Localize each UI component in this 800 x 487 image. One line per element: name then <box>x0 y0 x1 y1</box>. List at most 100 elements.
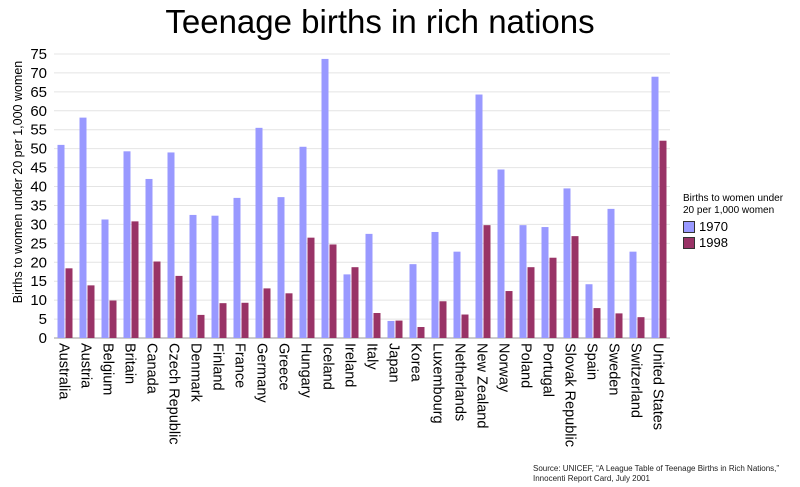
x-tick-label: Britain <box>122 343 138 384</box>
x-tick-label: Ireland <box>342 343 358 387</box>
y-tick-label: 75 <box>30 46 47 63</box>
bar-1998-portugal <box>549 257 557 338</box>
bar-1998-britain <box>131 221 139 338</box>
x-tick-label: Sweden <box>606 343 622 395</box>
x-tick-label: Denmark <box>188 343 204 403</box>
y-tick-label: 40 <box>30 179 47 196</box>
source-line-1: Source: UNICEF, “A League Table of Teena… <box>533 464 780 473</box>
bar-1970-japan <box>387 320 395 338</box>
bar-1970-slovak-republic <box>563 188 571 338</box>
y-tick-label: 10 <box>30 292 47 309</box>
x-tick-label: Spain <box>584 343 600 380</box>
y-tick-label: 65 <box>30 84 47 101</box>
x-tick-label: Canada <box>144 343 160 395</box>
bar-1970-korea <box>409 264 417 338</box>
bar-1998-belgium <box>109 300 117 338</box>
y-tick-label: 35 <box>30 197 47 214</box>
x-axis-labels: Australia Austria Belgium Britain Canada Czec… <box>56 343 666 447</box>
x-tick-label: Slovak Republic <box>562 343 578 447</box>
x-tick-label: United States <box>650 343 666 430</box>
x-tick-label: Poland <box>518 343 534 388</box>
y-tick-label: 25 <box>30 235 47 252</box>
bar-1998-norway <box>505 291 513 338</box>
y-tick-label: 5 <box>39 311 47 328</box>
y-tick-label: 50 <box>30 141 47 158</box>
bar-1970-switzerland <box>629 251 637 338</box>
legend-label-1998: 1998 <box>699 235 728 250</box>
x-tick-label: Portugal <box>540 343 556 397</box>
bar-1970-czech-republic <box>167 152 175 338</box>
y-tick-label: 0 <box>39 330 47 347</box>
x-tick-label: Norway <box>496 343 512 393</box>
x-tick-label: Netherlands <box>452 343 468 421</box>
x-tick-label: Germany <box>254 343 270 403</box>
bar-1970-britain <box>123 151 131 338</box>
bar-1998-greece <box>285 293 293 338</box>
bar-1998-australia <box>65 268 73 338</box>
bar-1998-japan <box>395 320 403 338</box>
y-tick-label: 70 <box>30 65 47 82</box>
source-line-2: Innocenti Report Card, July 2001 <box>533 474 650 483</box>
x-tick-label: Switzerland <box>628 343 644 418</box>
bar-1970-ireland <box>343 274 351 338</box>
legend-item-1998: 1998 <box>683 235 793 250</box>
x-tick-label: Czech Republic <box>166 343 182 445</box>
bar-1970-australia <box>57 144 65 338</box>
bar-1970-france <box>233 197 241 338</box>
bar-1970-greece <box>277 197 285 338</box>
y-tick-label: 55 <box>30 122 47 139</box>
bar-1970-united-states <box>651 76 659 338</box>
x-tick-label: New Zealand <box>474 343 490 428</box>
legend: Births to women under 20 per 1,000 women… <box>683 193 793 249</box>
bar-1998-denmark <box>197 314 205 338</box>
x-tick-label: Hungary <box>298 343 314 399</box>
x-tick-label: Belgium <box>100 343 116 395</box>
bar-1970-sweden <box>607 208 615 338</box>
bar-1970-luxembourg <box>431 231 439 338</box>
bar-1998-korea <box>417 327 425 338</box>
bar-1998-france <box>241 302 249 338</box>
legend-title: Births to women under 20 per 1,000 women <box>683 193 784 216</box>
x-tick-label: Korea <box>408 343 424 383</box>
bar-1970-belgium <box>101 219 109 338</box>
bar-1970-denmark <box>189 214 197 338</box>
bar-1970-hungary <box>299 146 307 338</box>
y-axis-label: Births to women under 20 per 1,000 women <box>11 61 25 304</box>
bar-1970-spain <box>585 284 593 338</box>
source-note: Source: UNICEF, “A League Table of Teena… <box>533 464 779 484</box>
bar-1998-poland <box>527 267 535 338</box>
bar-1998-sweden <box>615 313 623 338</box>
x-tick-label: Austria <box>78 343 94 389</box>
x-tick-label: Japan <box>386 343 402 383</box>
bar-1998-switzerland <box>637 317 645 338</box>
bar-1998-iceland <box>329 244 337 338</box>
bar-1998-slovak-republic <box>571 236 579 338</box>
x-tick-label: France <box>232 343 248 388</box>
chart-title: Teenage births in rich nations <box>165 3 595 40</box>
bar-1998-spain <box>593 308 601 338</box>
x-tick-label: Italy <box>364 343 380 370</box>
bar-1970-new-zealand <box>475 94 483 338</box>
bar-1970-canada <box>145 178 153 338</box>
x-tick-label: Luxembourg <box>430 343 446 424</box>
legend-item-1970: 1970 <box>683 219 793 234</box>
bar-1970-austria <box>79 117 87 338</box>
x-tick-label: Australia <box>56 343 72 400</box>
bar-1970-portugal <box>541 227 549 338</box>
bar-1970-italy <box>365 233 373 338</box>
bar-1998-united-states <box>659 140 667 338</box>
bar-1998-netherlands <box>461 314 469 338</box>
legend-label-1970: 1970 <box>699 219 728 234</box>
bar-1970-iceland <box>321 58 329 338</box>
legend-swatch-1998 <box>683 237 695 249</box>
bars <box>57 58 667 338</box>
bar-1970-germany <box>255 127 263 338</box>
bar-1970-finland <box>211 215 219 338</box>
x-tick-label: Finland <box>210 343 226 391</box>
legend-swatch-1970 <box>683 221 695 233</box>
bar-1998-italy <box>373 313 381 338</box>
bar-1998-austria <box>87 285 95 338</box>
bar-1998-new-zealand <box>483 225 491 338</box>
